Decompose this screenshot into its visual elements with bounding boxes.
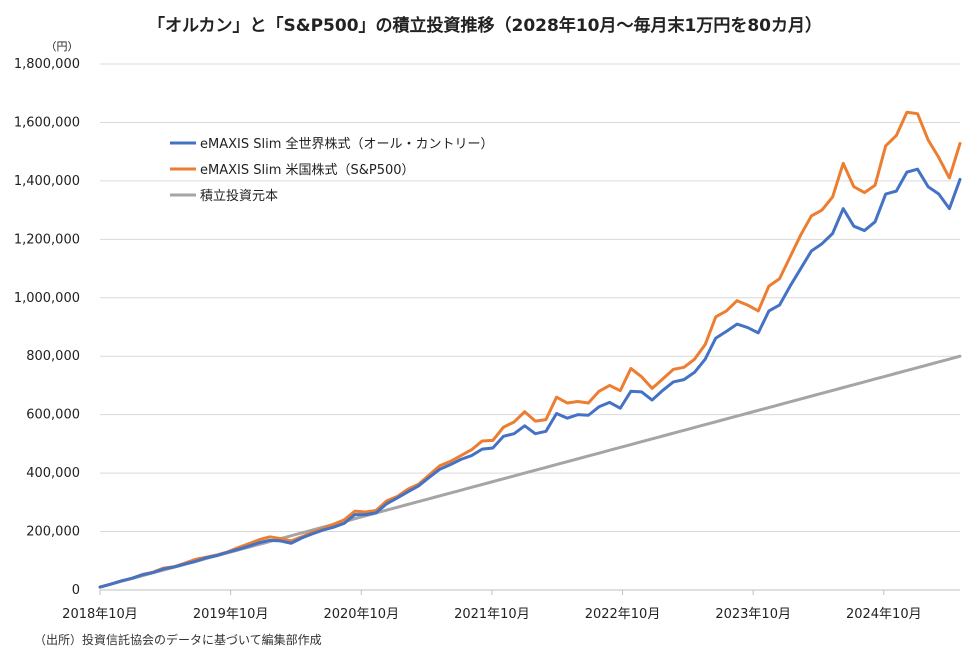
y-tick-label: 0: [72, 583, 80, 598]
x-tick-label: 2021年10月: [454, 607, 530, 622]
y-tick-label: 600,000: [26, 408, 80, 423]
legend-label: eMAXIS Slim 全世界株式（オール・カントリー）: [200, 136, 494, 152]
legend-label: 積立投資元本: [200, 188, 278, 204]
y-tick-label: 1,600,000: [14, 115, 80, 130]
x-tick-label: 2022年10月: [585, 607, 661, 622]
y-tick-label: 800,000: [26, 349, 80, 364]
chart-title: 「オルカン」と「S&P500」の積立投資推移（2028年10月〜毎月末1万円を8…: [148, 15, 822, 36]
y-tick-label: 1,000,000: [14, 291, 80, 306]
y-axis-tick-labels: 0 200,000 400,000 600,000 800,000 1,000,000 1,…: [14, 57, 80, 598]
y-tick-label: 200,000: [26, 525, 80, 540]
x-tick-label: 2018年10月: [62, 607, 138, 622]
source-note: （出所）投資信託協会のデータに基づいて編集部作成: [34, 632, 322, 647]
legend: eMAXIS Slim 全世界株式（オール・カントリー） eMAXIS Slim …: [170, 136, 494, 204]
y-tick-label: 1,800,000: [14, 57, 80, 72]
gridlines: [100, 63, 960, 591]
x-axis-tick-labels: 2018年10月 2019年10月 2020年10月 2021年10月 2022年10月…: [62, 590, 922, 622]
legend-label: eMAXIS Slim 米国株式（S&P500）: [200, 163, 415, 178]
y-tick-label: 400,000: [26, 466, 80, 481]
x-tick-label: 2024年10月: [846, 607, 922, 622]
y-tick-label: 1,200,000: [14, 232, 80, 247]
x-tick-label: 2023年10月: [715, 607, 791, 622]
series-line-2: [98, 110, 962, 589]
y-tick-label: 1,400,000: [14, 174, 80, 189]
x-tick-label: 2020年10月: [323, 607, 399, 622]
y-axis-unit: （円）: [46, 40, 79, 53]
series-lines: [98, 110, 962, 589]
x-tick-label: 2019年10月: [193, 607, 269, 622]
series-line-1: [98, 167, 962, 589]
